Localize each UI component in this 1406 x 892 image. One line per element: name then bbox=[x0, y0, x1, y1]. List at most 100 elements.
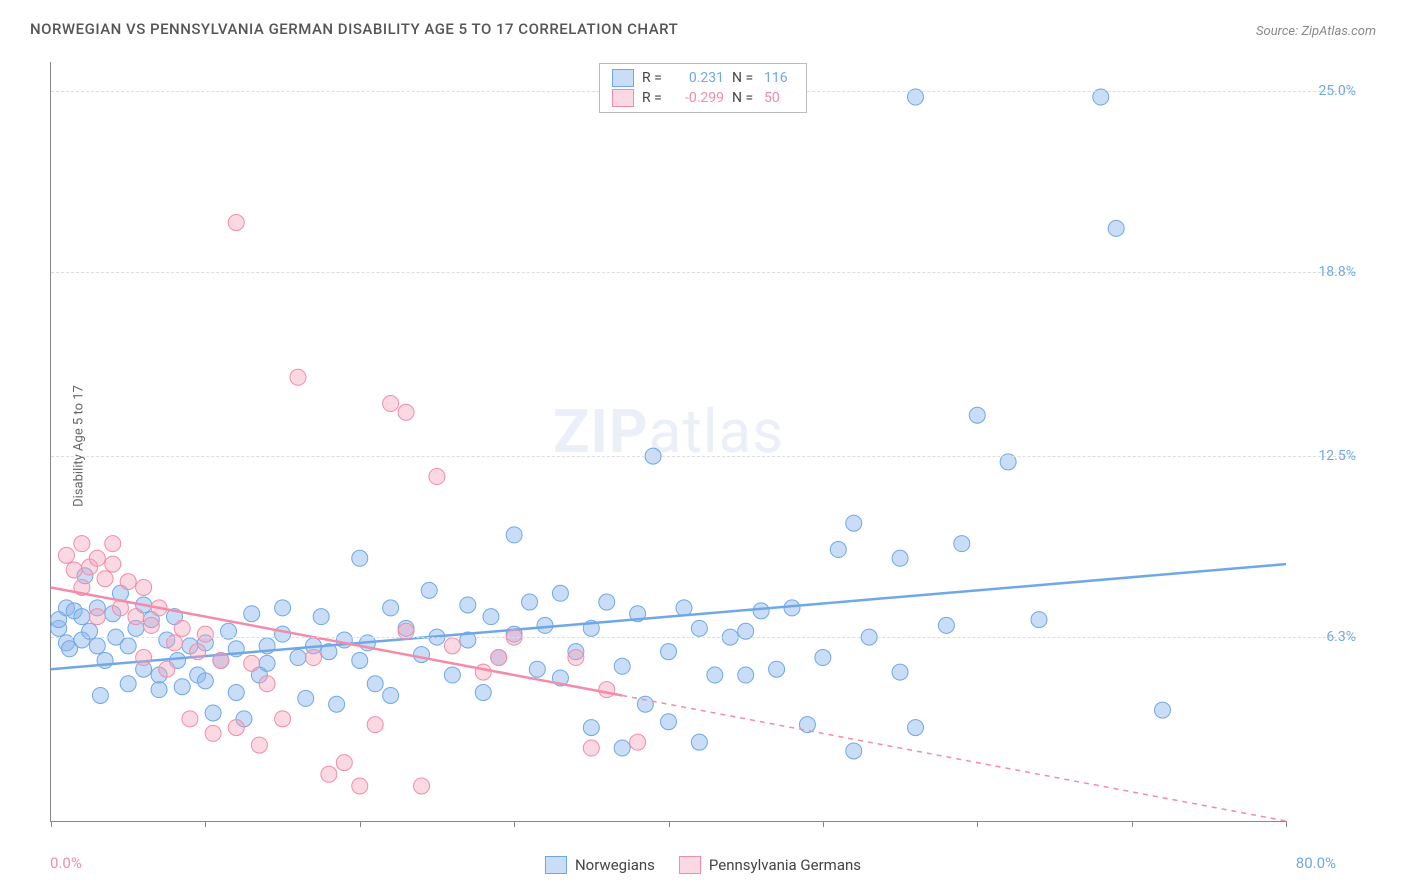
correlation-legend: R =0.231N =116R =-0.299N =50 bbox=[599, 63, 807, 113]
data-point bbox=[151, 682, 167, 698]
data-point bbox=[460, 597, 476, 613]
data-point bbox=[661, 714, 677, 730]
legend-swatch bbox=[612, 89, 634, 107]
data-point bbox=[89, 550, 105, 566]
data-point bbox=[421, 582, 437, 598]
source-attribution: Source: ZipAtlas.com bbox=[1256, 24, 1376, 39]
data-point bbox=[938, 617, 954, 633]
data-point bbox=[89, 638, 105, 654]
data-point bbox=[830, 542, 846, 558]
data-point bbox=[213, 652, 229, 668]
data-point bbox=[105, 556, 121, 572]
legend-label: Pennsylvania Germans bbox=[709, 856, 861, 874]
x-tick bbox=[360, 821, 361, 827]
data-point bbox=[414, 778, 430, 794]
data-point bbox=[74, 536, 90, 552]
data-point bbox=[120, 676, 136, 692]
x-tick bbox=[977, 821, 978, 827]
data-point bbox=[120, 638, 136, 654]
legend-swatch bbox=[679, 856, 701, 874]
data-point bbox=[128, 609, 144, 625]
data-point bbox=[367, 717, 383, 733]
legend-label: Norwegians bbox=[575, 856, 655, 874]
x-tick bbox=[205, 821, 206, 827]
data-point bbox=[475, 685, 491, 701]
x-tick bbox=[669, 821, 670, 827]
legend-r-value: 0.231 bbox=[674, 70, 724, 86]
data-point bbox=[298, 690, 314, 706]
data-point bbox=[251, 737, 267, 753]
legend-n-value: 116 bbox=[764, 70, 794, 86]
data-point bbox=[336, 755, 352, 771]
data-point bbox=[136, 579, 152, 595]
source-site: ZipAtlas.com bbox=[1301, 24, 1376, 39]
data-point bbox=[537, 617, 553, 633]
x-tick bbox=[1286, 821, 1287, 827]
data-point bbox=[244, 655, 260, 671]
y-tick-label: 6.3% bbox=[1296, 629, 1356, 645]
data-point bbox=[190, 644, 206, 660]
data-point bbox=[691, 734, 707, 750]
data-point bbox=[174, 620, 190, 636]
data-point bbox=[846, 743, 862, 759]
legend-r-value: -0.299 bbox=[674, 90, 724, 106]
data-point bbox=[352, 652, 368, 668]
data-point bbox=[74, 609, 90, 625]
data-point bbox=[228, 685, 244, 701]
data-point bbox=[892, 664, 908, 680]
data-point bbox=[583, 740, 599, 756]
gridline bbox=[51, 272, 1356, 273]
data-point bbox=[367, 676, 383, 692]
data-point bbox=[483, 609, 499, 625]
data-point bbox=[630, 734, 646, 750]
data-point bbox=[244, 606, 260, 622]
legend-swatch bbox=[612, 69, 634, 87]
gridline bbox=[51, 456, 1356, 457]
data-point bbox=[1155, 702, 1171, 718]
data-point bbox=[321, 766, 337, 782]
data-point bbox=[205, 725, 221, 741]
data-point bbox=[352, 550, 368, 566]
data-point bbox=[568, 650, 584, 666]
gridline bbox=[51, 637, 1356, 638]
data-point bbox=[275, 626, 291, 642]
data-point bbox=[66, 562, 82, 578]
data-point bbox=[228, 215, 244, 231]
data-point bbox=[352, 778, 368, 794]
data-point bbox=[414, 647, 430, 663]
data-point bbox=[552, 585, 568, 601]
data-point bbox=[599, 594, 615, 610]
data-point bbox=[228, 720, 244, 736]
data-point bbox=[753, 603, 769, 619]
x-tick bbox=[823, 821, 824, 827]
data-point bbox=[313, 609, 329, 625]
chart-title: NORWEGIAN VS PENNSYLVANIA GERMAN DISABIL… bbox=[30, 20, 678, 38]
correlation-chart: NORWEGIAN VS PENNSYLVANIA GERMAN DISABIL… bbox=[0, 0, 1406, 892]
data-point bbox=[290, 369, 306, 385]
x-tick bbox=[1132, 821, 1133, 827]
data-point bbox=[197, 626, 213, 642]
legend-n-label: N = bbox=[732, 70, 756, 86]
data-point bbox=[182, 711, 198, 727]
x-axis-max-label: 80.0% bbox=[1296, 854, 1336, 872]
legend-r-label: R = bbox=[642, 90, 666, 106]
data-point bbox=[738, 667, 754, 683]
data-point bbox=[383, 396, 399, 412]
series-legend: Norwegians Pennsylvania Germans bbox=[545, 856, 861, 874]
data-point bbox=[614, 740, 630, 756]
data-point bbox=[784, 600, 800, 616]
data-point bbox=[159, 661, 175, 677]
legend-row: R =0.231N =116 bbox=[612, 68, 794, 88]
data-point bbox=[143, 617, 159, 633]
data-point bbox=[1108, 220, 1124, 236]
data-point bbox=[136, 650, 152, 666]
plot-area: ZIPatlas 6.3%12.5%18.8%25.0% bbox=[50, 62, 1286, 822]
data-point bbox=[105, 536, 121, 552]
data-point bbox=[383, 600, 399, 616]
data-point bbox=[475, 664, 491, 680]
y-tick-label: 12.5% bbox=[1296, 448, 1356, 464]
source-label: Source: bbox=[1256, 24, 1298, 39]
data-point bbox=[614, 658, 630, 674]
data-point bbox=[676, 600, 692, 616]
data-point bbox=[383, 687, 399, 703]
